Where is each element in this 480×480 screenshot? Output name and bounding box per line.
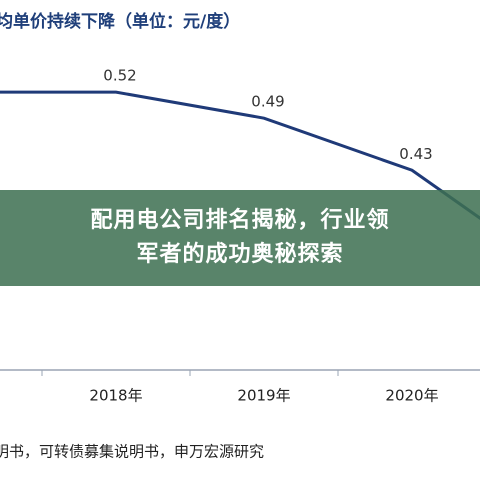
banner: 配用电公司排名揭秘，行业领 军者的成功奥秘探索 — [0, 190, 480, 286]
value-label: 0.49 — [251, 93, 284, 111]
banner-line: 军者的成功奥秘探索 — [136, 242, 344, 267]
banner-line: 配用电公司排名揭秘，行业领 — [90, 208, 390, 233]
value-label: 0.52 — [103, 67, 136, 85]
x-tick-label: 2018年 — [89, 387, 142, 405]
x-tick-label: 2020年 — [385, 387, 438, 405]
chart-title: 均单价持续下降（单位：元/度） — [0, 11, 240, 32]
x-tick-label: 2019年 — [237, 387, 290, 405]
value-label: 0.43 — [399, 145, 432, 163]
source-note: 明书，可转债募集说明书，申万宏源研究 — [0, 443, 264, 461]
